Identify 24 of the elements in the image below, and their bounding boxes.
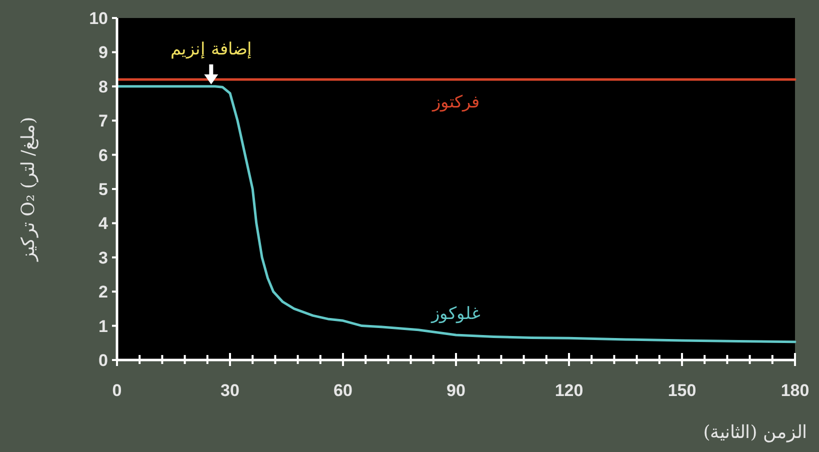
y-axis-title: تركيز O₂ (ملغ/ لتر) — [18, 116, 39, 262]
x-tick-label: 30 — [220, 381, 240, 400]
x-tick-label: 150 — [668, 381, 696, 400]
line-series — [116, 85, 796, 344]
y-tick-label: 9 — [98, 43, 108, 62]
series-label: غلوكوز — [430, 304, 480, 324]
y-tick-label: 5 — [98, 180, 108, 199]
y-tick-label: 0 — [98, 351, 108, 370]
x-tick-label: 60 — [334, 381, 352, 400]
series-label: فركتوز — [432, 92, 480, 113]
y-tick-label: 10 — [89, 9, 108, 28]
x-tick-label: 120 — [554, 381, 584, 400]
y-tick-label: 8 — [98, 77, 108, 96]
x-tick-label: 0 — [112, 381, 122, 400]
x-tick-label: 180 — [780, 381, 810, 400]
y-tick-label: 6 — [98, 146, 108, 165]
y-tick-label: 1 — [98, 316, 108, 336]
x-axis-title: الزمن (الثانية) — [703, 422, 807, 443]
y-tick-label: 4 — [98, 214, 109, 234]
y-tick-label: 2 — [98, 282, 108, 302]
annotation: إضافة إنزيم — [170, 39, 252, 60]
y-tick-label: 7 — [98, 112, 108, 131]
x-tick-label: 90 — [446, 381, 466, 400]
y-tick-label: 3 — [98, 248, 108, 268]
